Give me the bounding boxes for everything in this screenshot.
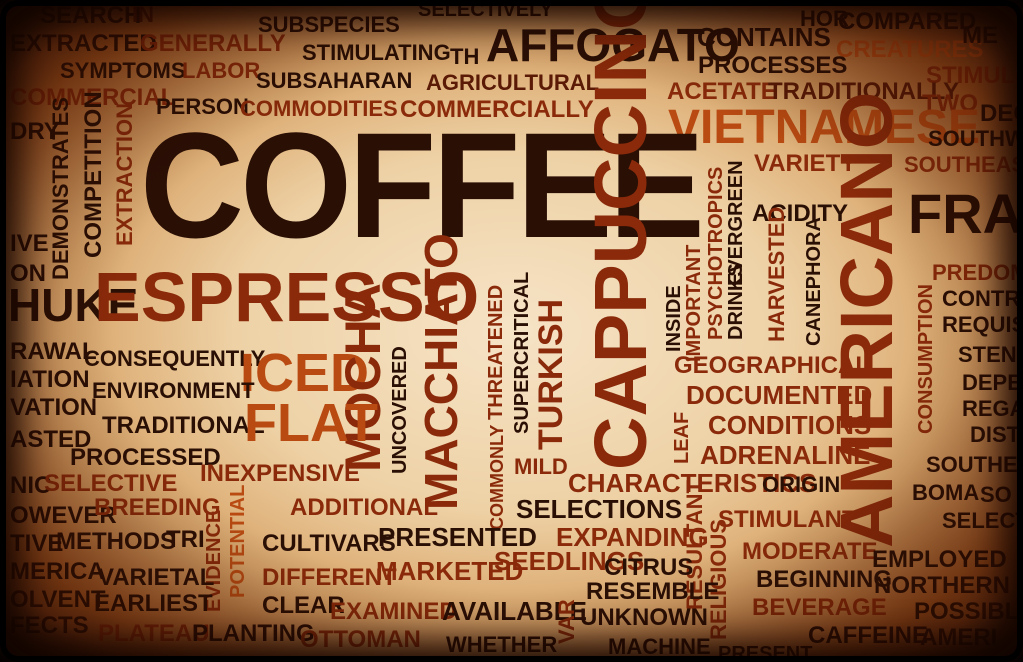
word-present: PRESENT bbox=[718, 643, 813, 662]
word-compared: COMPARED bbox=[838, 8, 977, 35]
word-flat: FLAT bbox=[244, 393, 378, 453]
word-ottoman: OTTOMAN bbox=[300, 626, 421, 653]
word-agricultural: AGRICULTURAL bbox=[426, 70, 600, 95]
word-documented: DOCUMENTED bbox=[686, 380, 873, 410]
word-southw: SOUTHW bbox=[928, 126, 1023, 151]
word-planting: PLANTING bbox=[192, 620, 315, 647]
word-supercritical: SUPERCRITICAL bbox=[511, 271, 533, 434]
word-threatened: THREATENED bbox=[485, 284, 507, 420]
word-examined: EXAMINED bbox=[330, 598, 457, 625]
word-depe: DEPE bbox=[962, 370, 1022, 395]
word-inexpensive: INEXPENSIVE bbox=[200, 460, 361, 487]
word-potential: POTENTIAL bbox=[227, 484, 249, 598]
word-beverage: BEVERAGE bbox=[752, 594, 887, 621]
word-unknown: UNKNOWN bbox=[580, 604, 708, 631]
word-olvent: OLVENT bbox=[10, 586, 106, 613]
word-dec: DEC bbox=[980, 100, 1023, 127]
word-selectively: SELECTIVELY bbox=[418, 0, 553, 21]
word-boma: BOMA bbox=[912, 480, 980, 505]
word-americano: AMERICANO bbox=[825, 91, 908, 548]
word-rega: REGA bbox=[962, 396, 1023, 421]
word-citrus: CITRUS bbox=[604, 554, 694, 581]
word-psychotropics: PSYCHOTROPICS bbox=[705, 166, 727, 340]
word-caffeine: CAFFEINE bbox=[808, 622, 928, 649]
word-inside: INSIDE bbox=[663, 285, 685, 352]
word-subsaharan: SUBSAHARAN bbox=[256, 68, 413, 93]
word-macchiato: MACCHIATO bbox=[415, 233, 467, 510]
word-var: VAR bbox=[554, 599, 579, 644]
word-consumption: CONSUMPTION bbox=[915, 284, 937, 434]
word-merica: MERICA bbox=[10, 558, 105, 585]
word-tri: TRI bbox=[166, 526, 205, 553]
word-processes: PROCESSES bbox=[698, 52, 848, 79]
word-predom: PREDOM bbox=[932, 260, 1023, 285]
word-ive: IVE bbox=[10, 230, 49, 257]
word-generally: GENERALLY bbox=[140, 30, 286, 57]
word-conditions: CONDITIONS bbox=[708, 410, 872, 440]
word-competition: COMPETITION bbox=[80, 91, 107, 258]
word-northern: NORTHERN bbox=[874, 572, 1010, 599]
word-varietal: VARIETAL bbox=[98, 564, 215, 591]
word-fects: FECTS bbox=[10, 612, 89, 639]
word-steno: STENO bbox=[958, 342, 1023, 367]
word-harvested: HARVESTED bbox=[764, 206, 789, 342]
word-selections: SELECTIONS bbox=[516, 494, 683, 524]
word-southeast: SOUTHEAST bbox=[926, 452, 1023, 477]
word-earliest: EARLIEST bbox=[94, 590, 213, 617]
word-so: SO bbox=[980, 482, 1012, 507]
word-southeast-top: SOUTHEAST bbox=[904, 152, 1023, 177]
word-whether: WHETHER bbox=[446, 632, 558, 657]
word-labor: LABOR bbox=[182, 58, 261, 83]
word-search: SEARCH bbox=[40, 2, 142, 29]
word-possibl: POSSIBL bbox=[914, 598, 1020, 625]
word-turkish: TURKISH bbox=[532, 298, 570, 450]
word-vation: VATION bbox=[10, 394, 98, 421]
word-resemble: RESEMBLE bbox=[586, 578, 720, 605]
word-stimulating: STIMULATING bbox=[302, 40, 451, 65]
word-canephora: CANEPHORA bbox=[803, 217, 825, 346]
word-extracted: EXTRACTED bbox=[10, 30, 157, 57]
word-employed: EMPLOYED bbox=[872, 546, 1007, 573]
word-cultivars: CULTIVARS bbox=[262, 530, 396, 557]
word-demonstrates: DEMONSTRATES bbox=[48, 97, 73, 280]
word-processed: PROCESSED bbox=[70, 444, 221, 471]
word-in: IN bbox=[132, 2, 154, 27]
word-origin: ORIGIN bbox=[762, 472, 841, 497]
word-evergreen: EVERGREEN bbox=[725, 160, 747, 286]
word-geographical: GEOGRAPHICAL bbox=[674, 352, 871, 379]
word-selective: SELECTIVE bbox=[44, 470, 178, 497]
word-traditional: TRADITIONAL bbox=[102, 412, 265, 439]
word-iation: IATION bbox=[10, 366, 90, 393]
word-environment: ENVIRONMENT bbox=[92, 378, 255, 403]
word-cappuccino: CAPPUCCINO bbox=[579, 0, 662, 470]
word-me: ME bbox=[962, 22, 998, 49]
word-methods: METHODS bbox=[56, 528, 176, 555]
word-leaf: LEAF bbox=[671, 411, 693, 464]
word-extraction: EXTRACTION bbox=[112, 103, 137, 246]
word-contr: CONTR bbox=[942, 286, 1021, 311]
word-moderate: MODERATE bbox=[742, 538, 878, 565]
word-selecti: SELECTI bbox=[942, 508, 1023, 533]
word-mild: MILD bbox=[514, 454, 568, 479]
word-adrenaline: ADRENALINE bbox=[700, 440, 871, 470]
word-th: TH bbox=[450, 44, 480, 69]
word-additional: ADDITIONAL bbox=[290, 494, 438, 521]
word-ameri: AMERI bbox=[920, 624, 998, 651]
word-beginning: BEGINNING bbox=[756, 566, 893, 593]
word-dist: DIST bbox=[970, 422, 1021, 447]
word-stimulant: STIMULANT bbox=[718, 506, 857, 533]
word-commonly: COMMONLY bbox=[487, 424, 507, 530]
word-uncovered: UNCOVERED bbox=[389, 346, 411, 474]
word-requis: REQUIS bbox=[942, 312, 1023, 337]
word-important: IMPORTANT bbox=[683, 244, 705, 362]
word-consequently: CONSEQUENTLY bbox=[84, 346, 266, 371]
word-breeding: BREEDING bbox=[94, 494, 221, 521]
word-activities: ACTIVITIES bbox=[210, 0, 298, 8]
word-symptoms: SYMPTOMS bbox=[60, 58, 186, 83]
word-machine: MACHINE bbox=[608, 634, 711, 659]
word-fra: FRA bbox=[908, 182, 1023, 245]
